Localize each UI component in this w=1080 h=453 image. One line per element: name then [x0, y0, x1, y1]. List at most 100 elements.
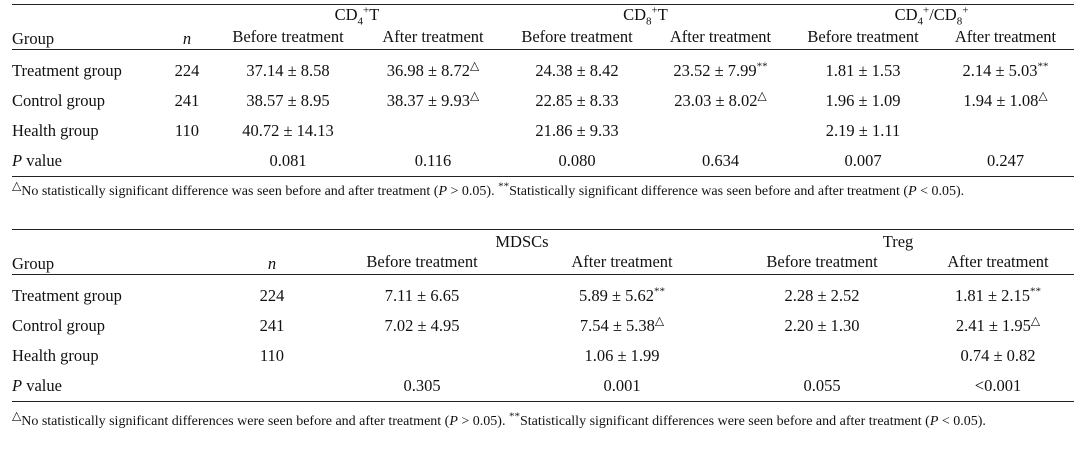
subheader-after: After treatment [669, 27, 772, 47]
triangle-mark: △ [470, 58, 480, 73]
cell-value: 23.52 ± 7.99** [673, 60, 768, 81]
significance-mark: ** [756, 60, 768, 73]
cell-n: 224 [174, 61, 200, 81]
cell-value: 1.81 ± 1.53 [825, 61, 901, 81]
cell-value: 5.89 ± 5.62** [578, 285, 666, 305]
table-mdsc-treg: Group n MDSCs Treg Before treatment Afte… [12, 229, 1074, 402]
significance-mark: ** [508, 410, 520, 423]
column-header-group: Group [12, 29, 55, 49]
significance-mark: ** [1030, 285, 1042, 298]
cell-value: 38.37 ± 9.93△ [386, 88, 480, 111]
cell-n: 110 [174, 121, 200, 141]
subheader-before: Before treatment [366, 252, 478, 271]
cell-value: 7.54 ± 5.38△ [579, 313, 665, 336]
cell-value: 1.94 ± 1.08△ [963, 88, 1048, 111]
significance-mark: ** [498, 180, 510, 193]
cell-value: 24.38 ± 8.42 [535, 61, 619, 81]
subheader-before: Before treatment [521, 27, 633, 47]
table-row: Treatment group 224 37.14 ± 8.58 36.98 ±… [12, 50, 1074, 87]
table1-footnote: △No statistically significant difference… [12, 178, 965, 199]
cell-value: 37.14 ± 8.58 [246, 61, 330, 81]
cell-value: 36.98 ± 8.72△ [386, 58, 480, 81]
cell-pvalue-label: P value [12, 151, 62, 171]
cell-value: 2.41 ± 1.95△ [955, 313, 1041, 336]
significance-mark: ** [654, 285, 666, 298]
table-row-pvalue: P value 0.305 0.001 0.055 <0.001 [12, 371, 1074, 402]
table-row: Health group 110 1.06 ± 1.99 0.74 ± 0.82 [12, 341, 1074, 371]
cell-pvalue-label: P value [12, 376, 62, 395]
cell-value [722, 341, 922, 371]
cell-value: 38.57 ± 8.95 [246, 91, 330, 111]
table-row: Control group 241 7.02 ± 4.95 7.54 ± 5.3… [12, 311, 1074, 341]
cell-value: 2.19 ± 1.11 [825, 121, 901, 141]
cell-value: 21.86 ± 9.33 [535, 121, 619, 141]
triangle-mark: △ [654, 313, 665, 328]
table-row: Treatment group 224 7.11 ± 6.65 5.89 ± 5… [12, 275, 1074, 312]
cell-value [937, 116, 1074, 146]
triangle-mark: △ [470, 88, 480, 103]
cell-pvalue: <0.001 [974, 376, 1022, 395]
column-header-n: n [182, 29, 192, 49]
cell-pvalue: 0.001 [603, 376, 641, 395]
table-tcell-subsets: Group n CD4+T CD8+T CD4+/CD8+ Before tre… [12, 4, 1074, 177]
cell-group: Control group [12, 316, 106, 335]
cell-value: 1.06 ± 1.99 [584, 346, 660, 365]
table-row: Control group 241 38.57 ± 8.95 38.37 ± 9… [12, 86, 1074, 116]
subheader-before: Before treatment [232, 27, 344, 47]
subheader-after: After treatment [382, 27, 484, 47]
table-subheader-row: Before treatment After treatment Before … [12, 27, 1074, 50]
cell-group: Treatment group [12, 286, 122, 305]
cell-pvalue: 0.247 [986, 151, 1025, 171]
cell-value: 23.03 ± 8.02△ [674, 88, 767, 111]
cell-empty [162, 146, 212, 177]
cell-value [322, 341, 522, 371]
cell-value: 2.20 ± 1.30 [784, 316, 860, 335]
cell-value: 22.85 ± 8.33 [535, 91, 619, 111]
table-row-pvalue: P value 0.081 0.116 0.080 0.634 0.007 0.… [12, 146, 1074, 177]
cell-group: Health group [12, 346, 99, 365]
cell-group: Treatment group [12, 61, 122, 81]
cell-n: 224 [259, 286, 285, 305]
table-header-row: Group n CD4+T CD8+T CD4+/CD8+ [12, 4, 1074, 48]
cell-value: 7.11 ± 6.65 [384, 286, 460, 305]
column-header-cd4-cd8-ratio: CD4+/CD8+ [894, 4, 969, 28]
triangle-mark: △ [12, 408, 22, 423]
subheader-after: After treatment [947, 252, 1049, 271]
cell-pvalue: 0.007 [844, 151, 882, 171]
cell-value: 40.72 ± 14.13 [242, 121, 334, 141]
cell-n: 241 [174, 91, 200, 111]
cell-value [364, 116, 502, 146]
cell-pvalue: 0.305 [403, 376, 441, 395]
cell-pvalue: 0.116 [414, 151, 452, 171]
cell-pvalue: 0.080 [558, 151, 596, 171]
cell-pvalue: 0.081 [269, 151, 307, 171]
column-header-group: Group [12, 254, 55, 273]
cell-n: 110 [259, 346, 285, 365]
triangle-mark: △ [1030, 313, 1041, 328]
column-header-mdscs: MDSCs [495, 232, 549, 251]
cell-pvalue: 0.055 [803, 376, 841, 395]
significance-mark: ** [1037, 60, 1049, 73]
cell-group: Health group [12, 121, 99, 141]
column-header-cd8: CD8+T [623, 4, 668, 28]
subheader-after: After treatment [954, 27, 1057, 47]
column-header-treg: Treg [882, 232, 914, 251]
cell-value: 1.96 ± 1.09 [825, 91, 901, 111]
cell-n: 241 [259, 316, 285, 335]
cell-value: 2.14 ± 5.03** [962, 60, 1049, 81]
triangle-mark: △ [757, 88, 767, 103]
table-subheader-row: Before treatment After treatment Before … [12, 252, 1074, 275]
triangle-mark: △ [1038, 88, 1048, 103]
subheader-after: After treatment [571, 252, 673, 271]
cell-value [652, 116, 789, 146]
cell-pvalue: 0.634 [701, 151, 740, 171]
triangle-mark: △ [12, 178, 22, 193]
cell-value: 1.81 ± 2.15** [954, 285, 1042, 305]
cell-value: 0.74 ± 0.82 [960, 346, 1036, 365]
cell-group: Control group [12, 91, 106, 111]
cell-empty [222, 371, 322, 402]
subheader-before: Before treatment [766, 252, 878, 271]
table-row: Health group 110 40.72 ± 14.13 21.86 ± 9… [12, 116, 1074, 146]
subheader-before: Before treatment [807, 27, 919, 47]
